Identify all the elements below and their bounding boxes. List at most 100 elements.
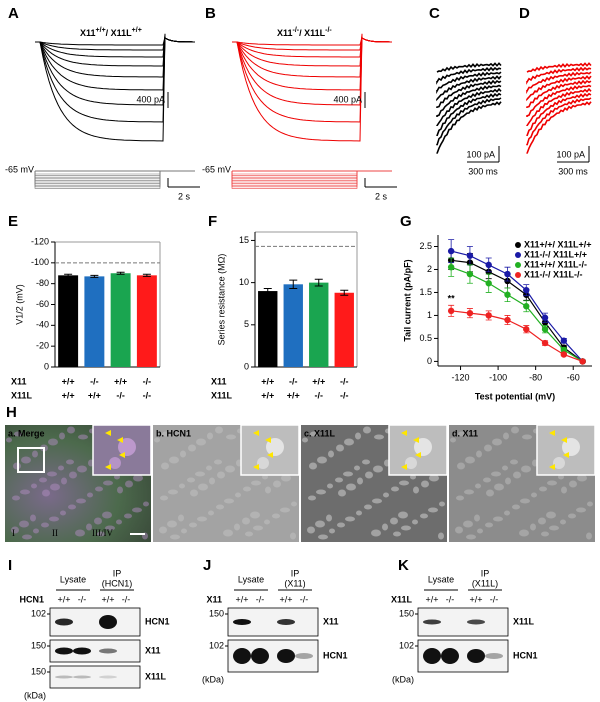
x-tick-label: -80 <box>529 372 542 382</box>
y-tick-label: -80 <box>36 278 49 288</box>
cell <box>485 522 493 528</box>
tail-trace <box>436 101 502 154</box>
bar <box>136 275 157 367</box>
image-label: d. X11 <box>452 428 478 438</box>
arrowhead <box>549 430 555 436</box>
arrowhead <box>119 452 125 458</box>
cell <box>383 492 389 498</box>
current-trace <box>35 36 195 51</box>
data-point <box>579 358 586 365</box>
panel-title: X11-/-/ X11L-/- <box>277 27 332 39</box>
cell <box>486 489 494 497</box>
cell <box>181 528 187 534</box>
cell <box>317 456 327 464</box>
cell <box>226 434 236 440</box>
tail-trace <box>526 87 592 127</box>
cell <box>372 498 382 504</box>
band <box>423 619 441 625</box>
arrowhead <box>265 437 271 443</box>
cell <box>48 438 58 446</box>
bar <box>258 291 278 367</box>
cell <box>363 426 371 434</box>
cell <box>354 465 360 471</box>
scale-label: 300 ms <box>558 166 588 176</box>
cell <box>77 465 87 473</box>
lysate-label: Lysate <box>238 574 264 584</box>
data-point <box>504 270 511 278</box>
cell <box>438 532 444 540</box>
arrowhead <box>563 452 569 458</box>
cell <box>133 474 143 482</box>
data-point <box>541 339 549 347</box>
band <box>55 618 73 626</box>
data-point <box>447 307 455 315</box>
cell <box>60 510 66 516</box>
cell <box>355 432 361 440</box>
panel-title-part: +/+ <box>96 27 106 34</box>
marker-label: 150 <box>399 608 414 618</box>
panel-label: I <box>8 557 12 574</box>
x-tick-label: -120 <box>452 372 470 382</box>
series-line <box>450 266 583 362</box>
data-point <box>485 261 492 269</box>
cell <box>272 513 280 519</box>
band <box>441 648 459 664</box>
y-tick-label: -120 <box>31 236 49 246</box>
cell <box>169 456 179 464</box>
panel-label: B <box>205 5 216 22</box>
tail-trace <box>436 92 502 137</box>
data-point <box>523 326 530 333</box>
y-tick-label: 0 <box>427 356 432 366</box>
y-tick-label: 15 <box>239 235 249 245</box>
inset-cell <box>257 457 269 469</box>
row-label: X11 <box>11 376 27 386</box>
cell <box>428 507 438 513</box>
data-point <box>541 314 549 321</box>
x-tick-label: -100 <box>489 372 507 382</box>
cell <box>456 495 464 501</box>
genotype-row-label: HCN1 <box>19 594 44 604</box>
genotype-label: -/- <box>143 376 152 386</box>
cell <box>429 474 439 482</box>
cell <box>47 471 57 477</box>
cell <box>253 525 263 531</box>
zoom-box <box>17 447 45 473</box>
cell <box>568 513 576 519</box>
marker-label: 150 <box>209 608 224 618</box>
cell <box>505 477 511 485</box>
genotype-label: -/- <box>116 390 125 400</box>
tail-trace <box>526 71 592 95</box>
ip-label: IP <box>113 568 122 578</box>
tail-trace <box>436 84 502 117</box>
cell <box>373 465 383 473</box>
cell <box>20 489 30 495</box>
band <box>55 647 73 655</box>
band-label: HCN1 <box>513 650 538 660</box>
genotype-label: +/+ <box>287 390 300 400</box>
current-trace <box>232 33 392 142</box>
cell <box>97 531 105 537</box>
protocol-step <box>231 171 358 186</box>
cell <box>168 489 178 495</box>
cell <box>180 450 186 458</box>
scale-label: 100 pA <box>556 149 585 159</box>
cell <box>356 510 362 516</box>
cell <box>215 426 223 434</box>
cell <box>6 437 12 443</box>
cell <box>458 431 466 437</box>
panel-label: K <box>398 557 409 574</box>
row-label: X11L <box>11 390 33 400</box>
cell <box>30 514 36 522</box>
band-label: X11 <box>145 645 161 655</box>
ip-label: (HCN1) <box>102 578 133 588</box>
error-bar <box>289 279 298 290</box>
data-point <box>466 270 474 278</box>
genotype-label: +/+ <box>114 376 127 386</box>
band-label: X11L <box>145 671 167 681</box>
cell <box>217 471 225 479</box>
cell <box>420 513 428 519</box>
cell <box>86 523 92 531</box>
cell <box>328 450 334 458</box>
marker-label: 102 <box>399 640 414 650</box>
cell <box>326 514 332 522</box>
